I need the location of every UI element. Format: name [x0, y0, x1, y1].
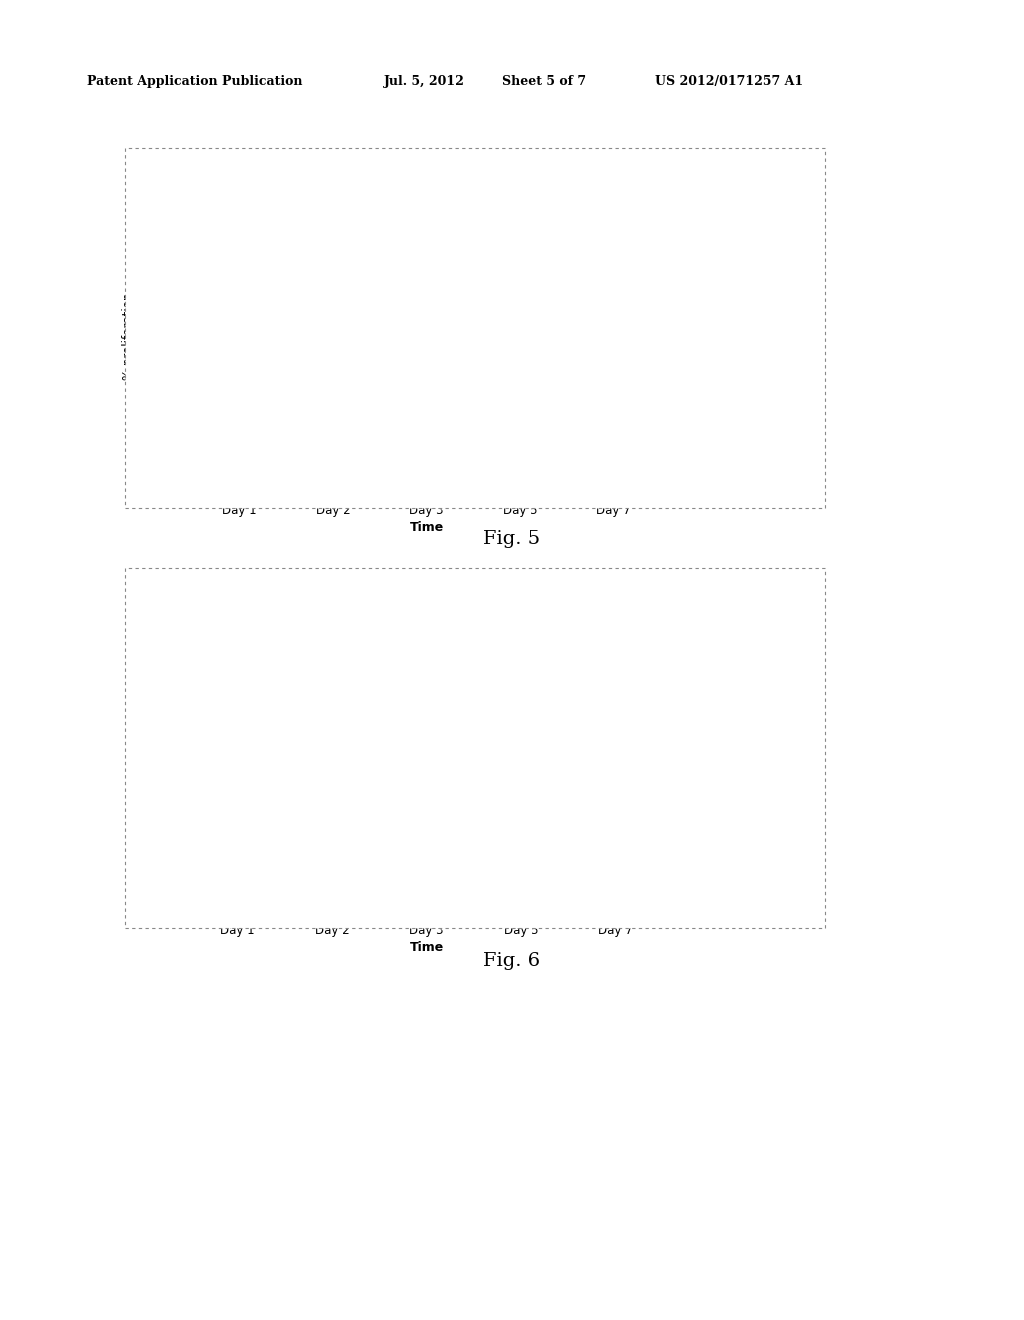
Bar [253, 845, 269, 915]
Bar [264, 429, 273, 495]
X-axis label: Time: Time [410, 521, 443, 535]
Bar [338, 308, 348, 495]
Bar [254, 418, 264, 495]
Bar [442, 718, 459, 915]
Legend: 2D, CGS(PLGA), CGS(Fibrin), FIA-CGS(PLGA), FIA-CGS(Fibrin), OIA-CGS(Fibrin), CI-: 2D, CGS(PLGA), CGS(Fibrin), FIA-CGS(PLGA… [685, 183, 794, 306]
Bar [589, 447, 599, 495]
Bar [496, 416, 505, 495]
Bar [357, 463, 368, 495]
Bar [412, 400, 422, 495]
Bar [505, 725, 521, 915]
Bar [332, 750, 348, 915]
Bar [422, 321, 431, 495]
Bar [615, 772, 632, 915]
Bar [348, 387, 357, 495]
Bar [245, 408, 254, 495]
Y-axis label: % proliferation: % proliferation [122, 293, 135, 380]
Bar [215, 440, 225, 495]
Bar [328, 323, 338, 495]
Bar [584, 779, 600, 915]
Text: Sheet 5 of 7: Sheet 5 of 7 [502, 75, 586, 88]
Bar [535, 323, 545, 495]
Bar [205, 447, 215, 495]
Title: PDL cell proliferation induction: PDL cell proliferation induction [304, 158, 549, 173]
Bar [505, 400, 515, 495]
Legend: CGS(PLGA), CGS(Fibrin), FIA-CGS(PLGA), FIA-CGS(Fibrin): CGS(PLGA), CGS(Fibrin), FIA-CGS(PLGA), F… [685, 603, 792, 673]
Title: PDL cell migration induction: PDL cell migration induction [315, 578, 538, 593]
Bar [521, 660, 538, 915]
Text: Fig. 5: Fig. 5 [483, 529, 541, 548]
Bar [411, 743, 427, 915]
Bar [299, 416, 308, 495]
Bar [238, 850, 253, 915]
Bar [638, 454, 648, 495]
Bar [308, 408, 318, 495]
Bar [205, 857, 221, 915]
Text: Fig. 6: Fig. 6 [483, 952, 541, 970]
Bar [431, 249, 441, 495]
Bar [599, 440, 608, 495]
Bar [515, 392, 525, 495]
Bar [394, 770, 411, 915]
Bar [525, 397, 535, 495]
Bar [315, 762, 332, 915]
Text: Jul. 5, 2012: Jul. 5, 2012 [384, 75, 465, 88]
Bar [441, 337, 451, 495]
Bar [300, 793, 315, 915]
Bar [485, 424, 496, 495]
Bar [427, 725, 442, 915]
Y-axis label: migration distance (mm): migration distance (mm) [137, 682, 150, 830]
Bar [392, 424, 402, 495]
Text: US 2012/0171257 A1: US 2012/0171257 A1 [655, 75, 804, 88]
Bar [488, 734, 505, 915]
Bar [545, 432, 554, 495]
X-axis label: Time: Time [410, 941, 443, 954]
Bar [629, 429, 638, 495]
Bar [608, 434, 618, 495]
Bar [221, 854, 238, 915]
Bar [600, 775, 615, 915]
Bar [580, 455, 589, 495]
Bar [618, 371, 629, 495]
Bar [538, 735, 553, 915]
Bar [234, 447, 245, 495]
Text: Patent Application Publication: Patent Application Publication [87, 75, 302, 88]
Bar [402, 416, 412, 495]
Bar [348, 741, 365, 915]
Bar [318, 397, 328, 495]
Bar [632, 705, 648, 915]
Bar [225, 408, 234, 495]
Bar [451, 362, 461, 495]
